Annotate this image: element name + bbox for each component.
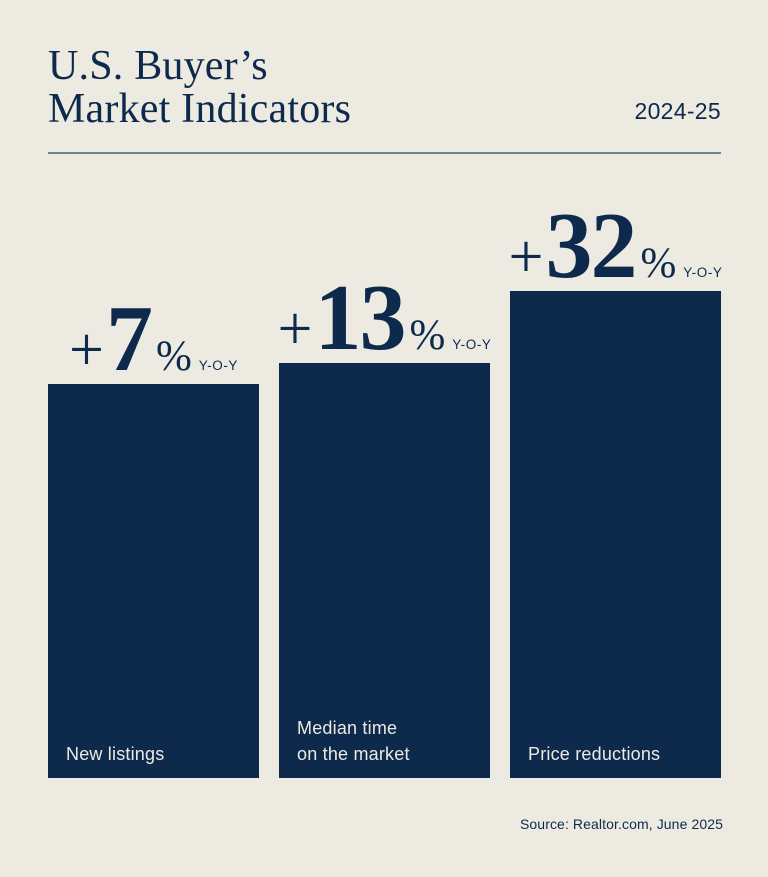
bar-category-line: on the market	[297, 744, 410, 764]
value-unit: %	[640, 240, 677, 287]
bar-category-line: Median time	[297, 718, 398, 738]
title-line-2: Market Indicators	[48, 86, 352, 132]
period-label: 2024-25	[634, 98, 721, 124]
header: U.S. Buyer’s Market Indicators 2024-25	[48, 45, 721, 131]
value-unit: %	[409, 312, 446, 359]
bar-category-label: Price reductions	[528, 741, 711, 767]
value-label-price-reductions: +32% Y-O-Y	[508, 199, 722, 293]
value-suffix: Y-O-Y	[198, 358, 239, 373]
bar-column-price-reductions: +32% Y-O-Y Price reductions	[508, 199, 722, 778]
bar-chart: +7% Y-O-Y New listings +13% Y-O-Y Median t…	[48, 199, 722, 778]
bar-median-time: Median time on the market	[279, 363, 490, 778]
value-suffix: Y-O-Y	[452, 337, 492, 352]
source-note: Source: Realtor.com, June 2025	[519, 816, 723, 832]
value-number: 7	[105, 287, 153, 391]
value-prefix: +	[277, 295, 313, 363]
page-title: U.S. Buyer’s Market Indicators	[48, 45, 721, 131]
bar-column-new-listings: +7% Y-O-Y New listings	[48, 292, 259, 778]
bar-category-label: Median time on the market	[297, 715, 480, 767]
value-prefix: +	[508, 223, 544, 291]
value-prefix: +	[68, 316, 104, 384]
bar-category-line: Price reductions	[528, 744, 661, 764]
bar-new-listings: New listings	[48, 384, 259, 778]
bar-price-reductions: Price reductions	[510, 291, 721, 778]
value-number: 13	[314, 266, 406, 370]
value-label-new-listings: +7% Y-O-Y	[69, 292, 238, 386]
header-divider	[48, 152, 721, 154]
value-unit: %	[155, 333, 192, 380]
bar-column-median-time: +13% Y-O-Y Median time on the market	[277, 271, 491, 778]
title-line-1: U.S. Buyer’s	[48, 43, 268, 89]
value-suffix: Y-O-Y	[683, 265, 723, 280]
value-label-median-time: +13% Y-O-Y	[277, 271, 491, 365]
bar-category-label: New listings	[66, 741, 249, 767]
bar-category-line: New listings	[66, 744, 165, 764]
value-number: 32	[545, 194, 637, 298]
